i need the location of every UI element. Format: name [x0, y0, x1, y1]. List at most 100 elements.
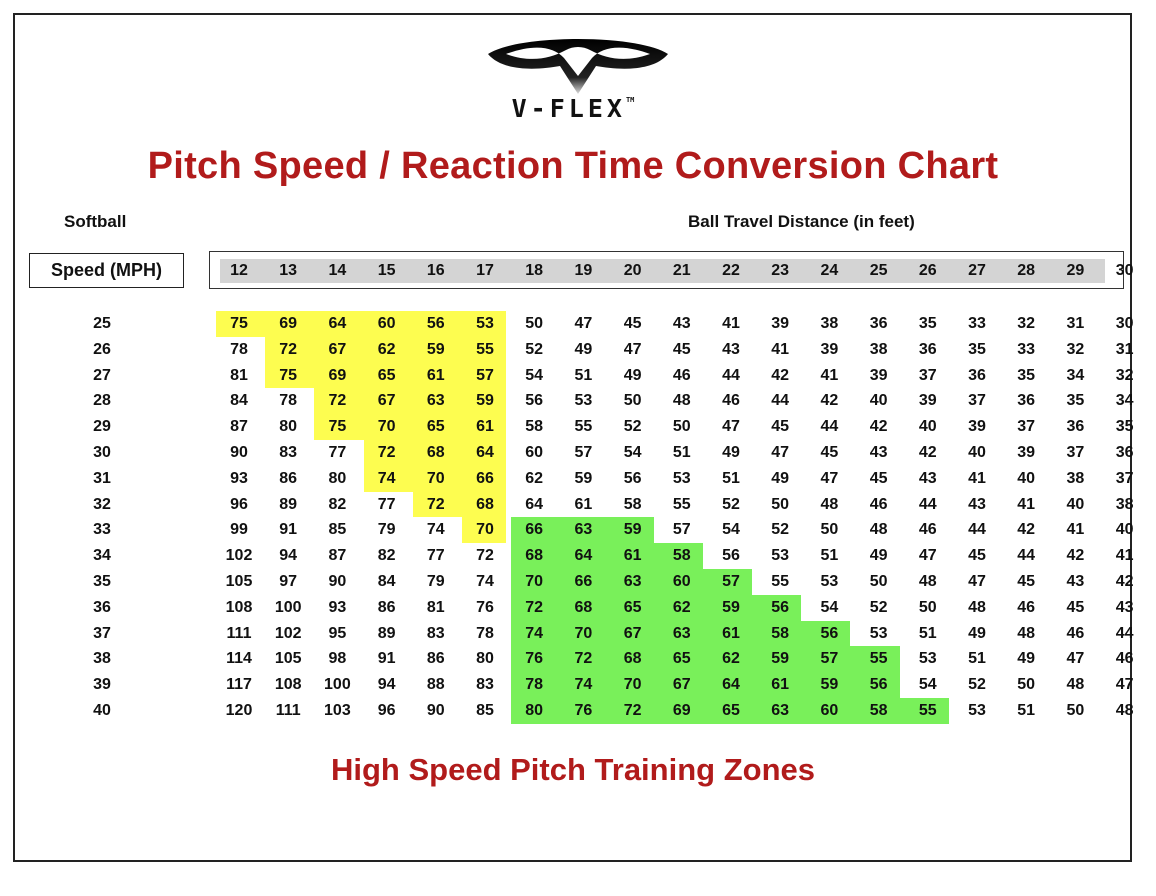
table-cell: 52 — [623, 418, 642, 436]
table-cell: 64 — [328, 315, 347, 332]
table-cell: 57 — [574, 444, 593, 461]
table-cell: 47 — [623, 340, 642, 358]
column-header-17: 17 — [476, 262, 494, 279]
table-cell: 44 — [722, 366, 740, 384]
row-label-speed-25: 25 — [93, 315, 111, 332]
table-cell: 54 — [623, 444, 642, 461]
green-zone-highlight — [511, 646, 900, 673]
table-cell: 35 — [1066, 392, 1085, 410]
table-cell: 41 — [771, 340, 790, 358]
green-zone-highlight — [511, 569, 752, 595]
table-cell: 105 — [225, 573, 253, 590]
table-cell: 56 — [525, 392, 544, 410]
table-cell: 48 — [1017, 624, 1036, 642]
table-cell: 51 — [574, 366, 593, 384]
table-cell: 53 — [820, 573, 839, 590]
row-label-speed-27: 27 — [93, 366, 111, 384]
table-cell: 72 — [476, 547, 494, 565]
table-cell: 76 — [574, 702, 593, 719]
table-cell: 94 — [279, 547, 298, 565]
table-cell: 47 — [968, 573, 986, 590]
table-cell: 49 — [722, 444, 740, 461]
table-cell: 70 — [377, 418, 396, 436]
row-label-speed-26: 26 — [93, 340, 111, 358]
table-cell: 48 — [1115, 702, 1134, 719]
table-cell: 100 — [324, 676, 351, 694]
table-cell: 66 — [525, 521, 544, 539]
table-cell: 42 — [771, 366, 790, 384]
table-cell: 77 — [377, 495, 396, 513]
table-cell: 47 — [918, 547, 937, 565]
table-cell: 64 — [574, 547, 593, 565]
table-cell: 45 — [1017, 573, 1036, 590]
column-header-15: 15 — [377, 262, 396, 279]
yellow-zone-highlight — [462, 517, 506, 544]
table-cell: 49 — [1017, 650, 1036, 668]
table-cell: 81 — [426, 598, 445, 616]
table-cell: 59 — [771, 650, 790, 668]
table-cell: 63 — [672, 624, 691, 642]
table-cell: 108 — [225, 598, 253, 616]
table-cell: 41 — [820, 366, 839, 384]
table-cell: 42 — [1115, 573, 1134, 590]
table-cell: 38 — [820, 315, 839, 332]
table-cell: 32 — [1066, 340, 1085, 358]
table-cell: 40 — [968, 444, 986, 461]
table-cell: 45 — [1066, 598, 1085, 616]
table-cell: 56 — [869, 676, 888, 694]
table-cell: 64 — [525, 495, 544, 513]
yellow-zone-highlight — [314, 388, 506, 415]
table-cell: 35 — [1115, 418, 1134, 436]
table-cell: 37 — [1115, 469, 1134, 487]
row-label-speed-30: 30 — [93, 444, 111, 461]
table-cell: 46 — [1066, 624, 1085, 642]
table-cell: 46 — [918, 521, 937, 539]
table-cell: 37 — [918, 366, 937, 384]
trademark-mark: TM — [625, 95, 635, 104]
table-cell: 50 — [672, 418, 691, 436]
table-cell: 64 — [476, 444, 494, 461]
table-cell: 34 — [1115, 392, 1134, 410]
table-cell: 89 — [279, 495, 298, 513]
table-cell: 90 — [230, 444, 248, 461]
table-cell: 86 — [279, 469, 298, 487]
column-header-22: 22 — [722, 262, 740, 279]
table-cell: 48 — [672, 392, 691, 410]
table-cell: 70 — [525, 573, 544, 590]
table-cell: 45 — [820, 444, 839, 461]
table-cell: 59 — [623, 521, 642, 539]
table-cell: 74 — [525, 624, 544, 642]
yellow-zone-highlight — [412, 491, 506, 518]
column-header-28: 28 — [1017, 262, 1036, 279]
table-cell: 64 — [722, 676, 740, 694]
table-cell: 60 — [377, 315, 396, 332]
table-cell: 53 — [672, 469, 691, 487]
row-label-speed-31: 31 — [93, 469, 111, 487]
table-cell: 72 — [574, 650, 593, 668]
table-cell: 62 — [722, 650, 740, 668]
table-cell: 70 — [623, 676, 642, 694]
table-cell: 41 — [968, 469, 986, 487]
table-cell: 34 — [1066, 366, 1085, 384]
table-cell: 48 — [1066, 676, 1085, 694]
table-cell: 39 — [869, 366, 888, 384]
table-cell: 38 — [1115, 495, 1134, 513]
table-cell: 68 — [525, 547, 544, 565]
table-cell: 42 — [918, 444, 937, 461]
table-cell: 39 — [968, 418, 986, 436]
table-cell: 65 — [623, 598, 642, 616]
table-cell: 41 — [1017, 495, 1036, 513]
table-cell: 50 — [623, 392, 642, 410]
table-cell: 40 — [1017, 469, 1036, 487]
table-cell: 79 — [426, 573, 445, 590]
table-cell: 67 — [623, 624, 642, 642]
column-header-band — [220, 259, 1105, 283]
table-cell: 76 — [525, 650, 544, 668]
table-cell: 105 — [274, 650, 302, 668]
table-cell: 60 — [672, 573, 691, 590]
table-cell: 68 — [574, 598, 593, 616]
table-cell: 54 — [722, 521, 740, 539]
table-cell: 36 — [968, 366, 986, 384]
column-header-19: 19 — [574, 262, 593, 279]
table-cell: 61 — [771, 676, 790, 694]
